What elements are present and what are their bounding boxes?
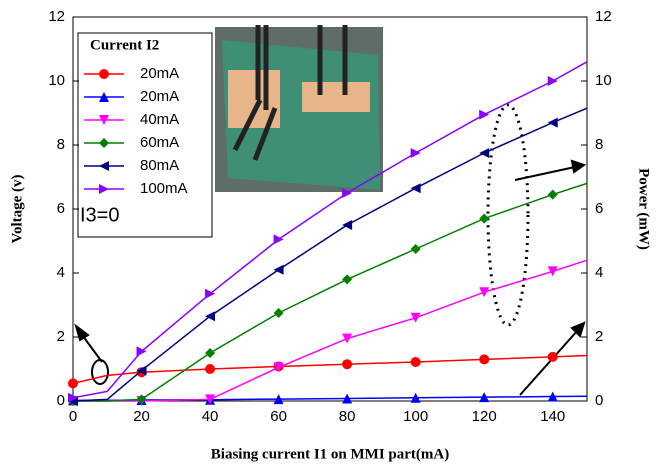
marker (99, 69, 109, 79)
x-tick-label: 120 (472, 408, 497, 425)
series-line (72, 107, 588, 402)
series-line (72, 61, 588, 399)
x-axis-label: Biasing current I1 on MMI part(mA) (211, 446, 449, 462)
marker (479, 148, 490, 158)
marker (68, 378, 78, 389)
y2-axis-label: Power (mW) (636, 168, 652, 250)
marker (99, 161, 109, 171)
y2-tick-label: 6 (595, 200, 603, 217)
marker (410, 244, 421, 254)
marker (99, 92, 109, 102)
y-tick-label: 12 (48, 8, 65, 25)
marker (68, 392, 78, 403)
y2-tick-label: 2 (595, 328, 603, 345)
y2-tick-label: 10 (595, 72, 612, 89)
marker (547, 351, 558, 362)
y2-tick-label: 8 (595, 136, 603, 153)
marker (205, 311, 216, 322)
y2-tick-label: 12 (595, 8, 612, 25)
y-tick-label: 8 (57, 136, 65, 153)
inset-photo (215, 25, 383, 192)
marker (410, 183, 421, 194)
y-tick-label: 0 (57, 392, 65, 409)
marker (99, 115, 109, 125)
y-tick-label: 4 (57, 264, 65, 281)
series-line (73, 395, 588, 402)
marker (205, 364, 216, 374)
marker (273, 234, 284, 245)
marker (547, 189, 558, 200)
marker (205, 348, 216, 358)
series-line (73, 182, 588, 402)
y-axis-label: Voltage (v) (9, 174, 25, 243)
marker (273, 308, 284, 318)
y2-tick-label: 4 (595, 264, 603, 281)
marker (273, 264, 284, 275)
legend-label: 40mA (140, 111, 179, 128)
annotation: I3=0 (80, 204, 119, 226)
legend-box (77, 32, 213, 238)
y-tick-label: 6 (57, 200, 65, 217)
marker (273, 362, 284, 373)
marker (205, 288, 216, 299)
x-tick-label: 0 (69, 408, 77, 425)
x-tick-label: 20 (133, 408, 150, 425)
marker (273, 394, 284, 405)
marker (136, 346, 147, 357)
y-tick-label: 10 (48, 72, 65, 89)
y2-tick-label: 0 (595, 392, 603, 409)
marker (547, 391, 558, 402)
marker (342, 393, 353, 404)
legend-label: 60mA (140, 134, 179, 151)
y-tick-label: 2 (57, 328, 65, 345)
marker (342, 333, 353, 344)
marker (479, 109, 490, 120)
marker (99, 138, 109, 148)
legend-label: 80mA (140, 157, 179, 174)
marker (479, 392, 490, 403)
marker (479, 354, 490, 365)
series-line (72, 354, 588, 385)
marker (547, 76, 558, 86)
marker (342, 188, 353, 198)
marker (205, 394, 216, 405)
marker (479, 287, 490, 298)
legend-label: 20mA (140, 88, 179, 105)
x-tick-label: 60 (270, 408, 287, 425)
marker (410, 148, 421, 158)
marker (342, 274, 353, 285)
x-tick-label: 80 (339, 408, 356, 425)
legend-title: Current I2 (90, 37, 159, 53)
x-tick-label: 40 (202, 408, 219, 425)
x-tick-label: 100 (403, 408, 428, 425)
marker (136, 365, 147, 376)
marker (410, 312, 421, 323)
marker (410, 392, 421, 403)
legend-label: 20mA (140, 65, 179, 82)
legend-label: 100mA (140, 180, 188, 197)
marker (136, 394, 147, 405)
marker (547, 117, 558, 128)
series-line (73, 259, 588, 402)
marker (342, 220, 353, 230)
marker (547, 266, 558, 277)
marker (342, 359, 353, 370)
marker (99, 184, 109, 194)
x-tick-label: 140 (540, 408, 565, 425)
marker (410, 356, 421, 367)
marker (479, 213, 490, 224)
